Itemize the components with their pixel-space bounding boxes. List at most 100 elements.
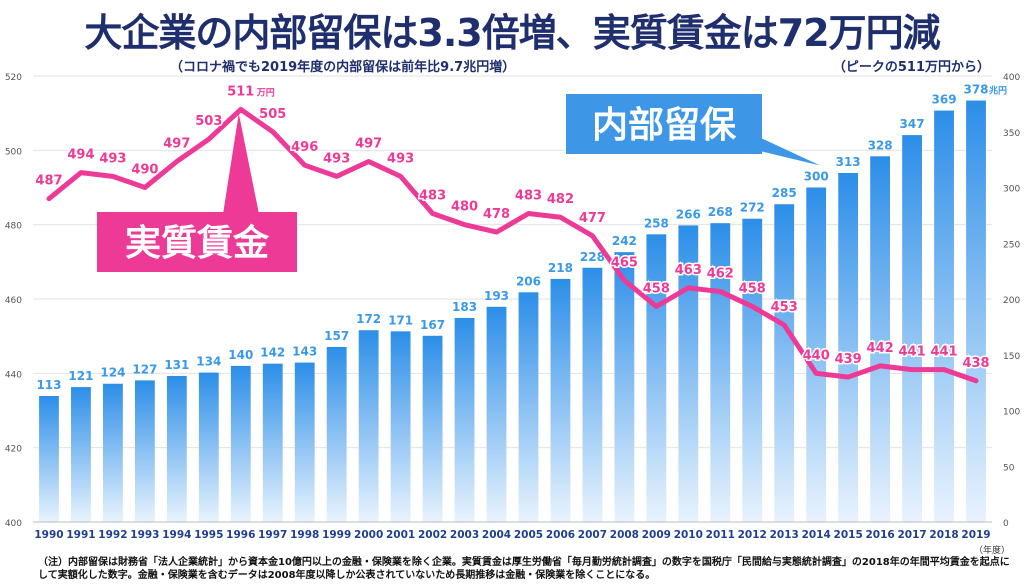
bar-value-label: 206 <box>516 274 541 288</box>
x-tick-label: 1998 <box>290 529 319 541</box>
bar <box>166 375 187 522</box>
bar <box>134 380 155 522</box>
bar <box>230 365 251 522</box>
bar <box>358 330 379 522</box>
line-value-label: 493 <box>387 151 414 166</box>
bar-value-label: 140 <box>228 348 253 362</box>
bar <box>902 135 922 522</box>
x-tick-label: 2015 <box>834 529 863 541</box>
bar-value-label: 347 <box>900 117 925 131</box>
line-value-label: 487 <box>35 174 62 189</box>
bar-callout-pointer <box>748 132 821 166</box>
line-value-label: 483 <box>515 189 542 204</box>
line-value-label: 442 <box>867 341 894 356</box>
bar <box>103 383 123 522</box>
bar-value-label: 300 <box>804 170 829 184</box>
bar <box>390 331 411 522</box>
line-value-label: 497 <box>163 136 190 151</box>
x-tick-label: 2012 <box>738 529 767 541</box>
bar <box>454 317 475 522</box>
bar <box>710 223 731 522</box>
x-tick-label: 2019 <box>961 529 990 541</box>
x-tick-label: 2013 <box>770 529 799 541</box>
left-tick-label: 400 <box>5 519 22 529</box>
bar-callout-box <box>566 94 762 154</box>
right-tick-label: 200 <box>1003 296 1020 306</box>
line-value-label: 494 <box>67 148 94 163</box>
bar <box>422 335 443 522</box>
x-tick-label: 2017 <box>897 529 926 541</box>
bar <box>294 362 315 522</box>
bar-value-label: 167 <box>420 318 445 332</box>
line-value-label: 458 <box>643 281 670 296</box>
bar <box>870 156 891 522</box>
line-value-label: 453 <box>771 300 798 315</box>
x-tick-label: 2003 <box>450 529 479 541</box>
bar <box>774 204 795 522</box>
x-tick-label: 1994 <box>162 529 191 541</box>
bar <box>71 387 91 522</box>
page-title: 大企業の内部留保は3.3倍増、実質賃金は72万円減 <box>84 11 940 55</box>
bar-value-label: 157 <box>324 329 349 343</box>
line-value-label: 478 <box>483 207 510 222</box>
bar-value-label: 113 <box>36 378 61 392</box>
bar-value-label: 313 <box>836 155 861 169</box>
bar-value-label: 127 <box>132 362 157 376</box>
line-value-label: 483 <box>419 189 446 204</box>
x-tick-label: 2011 <box>706 529 735 541</box>
left-tick-label: 520 <box>5 73 22 83</box>
x-tick-label: 1990 <box>34 529 63 541</box>
line-value-label: 462 <box>707 267 734 282</box>
bar-value-label: 266 <box>676 207 701 221</box>
x-tick-label: 1991 <box>66 529 95 541</box>
right-tick-label: 50 <box>1003 463 1015 473</box>
x-tick-label: 2008 <box>610 529 639 541</box>
line-value-label: 465 <box>611 255 638 270</box>
subtitle: （コロナ禍でも2019年度の内部留保は前年比9.7兆円増） <box>170 60 516 75</box>
x-tick-label: 1996 <box>226 529 255 541</box>
right-tick-label: 350 <box>1003 129 1020 139</box>
x-tick-label: 1992 <box>98 529 127 541</box>
bar-value-label: 134 <box>196 355 221 369</box>
bar <box>486 306 507 522</box>
x-tick-label: 2005 <box>514 529 543 541</box>
line-value-label: 440 <box>803 348 830 363</box>
bar-value-label: 218 <box>548 261 573 275</box>
right-tick-label: 100 <box>1003 408 1020 418</box>
bar <box>39 396 59 522</box>
line-value-label: 505 <box>259 107 286 122</box>
left-tick-label: 420 <box>5 445 22 455</box>
peak-unit-label: 万円 <box>256 87 275 98</box>
x-tick-label: 1997 <box>258 529 287 541</box>
right-tick-label: 250 <box>1003 240 1020 250</box>
peak-note: （ピークの511万円から） <box>832 60 990 75</box>
x-tick-label: 2016 <box>865 529 894 541</box>
bar <box>582 267 603 522</box>
line-value-label: 441 <box>930 345 957 360</box>
x-tick-label: 2018 <box>929 529 958 541</box>
bar-value-label: 378 <box>963 83 988 97</box>
bar-value-label: 142 <box>260 346 285 360</box>
bar-value-label: 121 <box>68 369 93 383</box>
line-value-label: 463 <box>675 263 702 278</box>
bar-value-label: 369 <box>932 93 957 107</box>
bar <box>614 252 635 523</box>
bar-value-label: 171 <box>388 313 413 327</box>
bar-value-label: 328 <box>868 138 893 152</box>
line-value-label: 477 <box>579 211 606 226</box>
line-value-label: 482 <box>547 192 574 207</box>
bar-value-label: 258 <box>644 216 669 230</box>
line-callout-pointer <box>223 113 259 214</box>
left-tick-label: 460 <box>5 296 22 306</box>
line-callout-box <box>97 212 297 272</box>
line-callout-label: 実質賃金 <box>125 222 270 264</box>
line-value-label: 441 <box>899 345 926 360</box>
line-value-label: 438 <box>962 356 989 371</box>
bar-unit-label: 兆円 <box>989 85 1007 97</box>
bar <box>934 110 954 522</box>
bar <box>806 187 827 522</box>
line-value-label: 493 <box>99 151 126 166</box>
bar-value-label: 172 <box>356 312 381 326</box>
bar-value-label: 268 <box>708 205 733 219</box>
line-value-label: 511 <box>227 84 254 99</box>
